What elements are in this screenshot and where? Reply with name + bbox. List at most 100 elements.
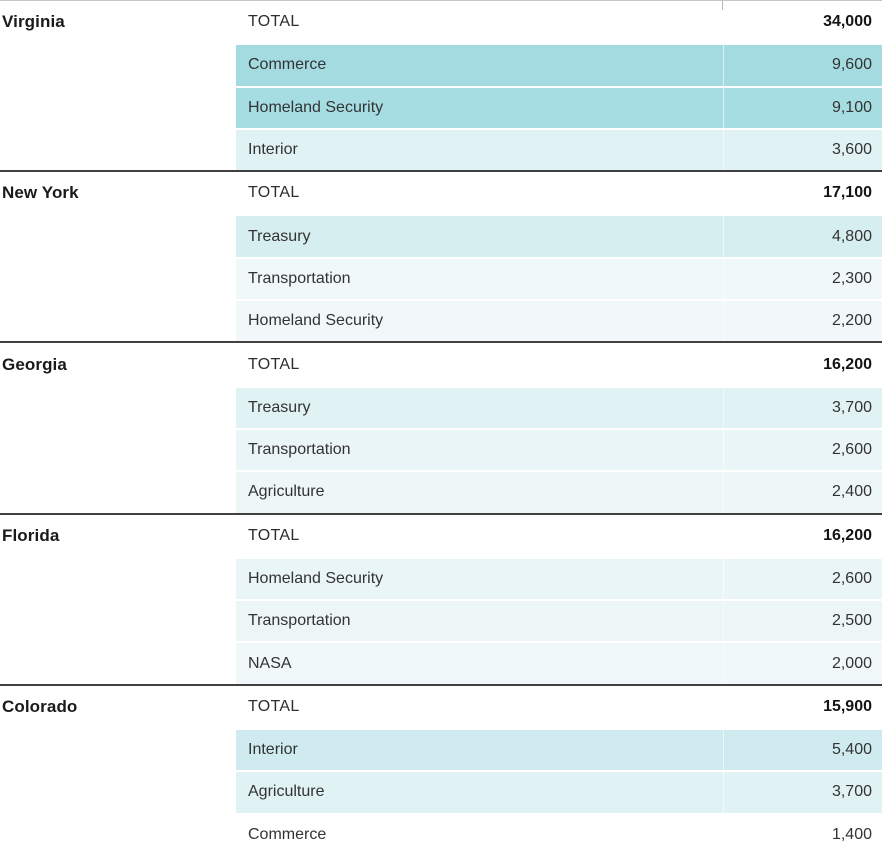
department-shade: Interior 3,600	[236, 127, 882, 171]
department-value: 3,600	[723, 129, 882, 171]
state-spacer	[0, 214, 236, 256]
department-name: Agriculture	[248, 483, 325, 501]
department-shade: Treasury 4,800	[236, 214, 882, 257]
department-shade: Homeland Security 9,100	[236, 85, 882, 128]
department-shade: Agriculture 2,400	[236, 470, 882, 513]
state-spacer	[0, 386, 236, 428]
total-value: 16,200	[823, 526, 872, 544]
state-name: Georgia	[2, 354, 67, 374]
department-row: Homeland Security 2,200	[0, 299, 882, 342]
department-value: 2,600	[723, 429, 882, 471]
department-name: Agriculture	[248, 783, 325, 801]
department-shade: Homeland Security 2,600	[236, 556, 882, 600]
state-spacer	[0, 728, 236, 770]
state-spacer	[0, 86, 236, 128]
department-value: 9,100	[723, 87, 882, 128]
state-name: New York	[2, 183, 79, 203]
state-spacer	[0, 770, 236, 812]
state-spacer	[0, 128, 236, 170]
total-row: Florida TOTAL 16,200	[0, 515, 882, 557]
total-label: TOTAL	[248, 697, 300, 715]
department-shade: Commerce 9,600	[236, 43, 882, 86]
department-value: 2,300	[723, 258, 882, 300]
department-row: Commerce 1,400	[0, 812, 882, 844]
department-name: Homeland Security	[248, 570, 384, 587]
department-row: Transportation 2,300	[0, 256, 882, 300]
department-value: 2,400	[723, 472, 882, 513]
department-shade: Homeland Security 2,200	[236, 299, 882, 342]
state-spacer	[0, 557, 236, 599]
department-value: 3,700	[723, 772, 882, 813]
department-value: 1,400	[723, 814, 882, 844]
department-name: Commerce	[248, 825, 327, 843]
department-row: Treasury 3,700	[0, 385, 882, 428]
department-value: 4,800	[723, 216, 882, 257]
total-value: 16,200	[823, 355, 872, 373]
department-value: 2,500	[723, 601, 882, 642]
department-value: 3,700	[723, 387, 882, 428]
department-value: 2,000	[723, 643, 882, 684]
total-row: Georgia TOTAL 16,200	[0, 343, 882, 385]
department-value: 9,600	[723, 45, 882, 86]
total-row: New York TOTAL 17,100	[0, 172, 882, 214]
total-value: 15,900	[823, 697, 872, 715]
department-name: Transportation	[248, 612, 351, 630]
department-shade: Interior 5,400	[236, 728, 882, 771]
department-row: Agriculture 2,400	[0, 470, 882, 513]
total-shade: TOTAL 17,100	[236, 172, 882, 214]
department-row: Agriculture 3,700	[0, 770, 882, 813]
state-spacer	[0, 599, 236, 641]
state-group-colorado: Colorado TOTAL 15,900 Interior 5,400 Agr…	[0, 683, 882, 844]
state-spacer	[0, 43, 236, 85]
state-name: Colorado	[2, 696, 78, 716]
total-label: TOTAL	[248, 526, 300, 544]
state-group-florida: Florida TOTAL 16,200 Homeland Security 2…	[0, 512, 882, 684]
department-shade: Transportation 2,600	[236, 427, 882, 471]
department-name: Interior	[248, 141, 298, 159]
department-row: Interior 3,600	[0, 127, 882, 171]
department-value: 5,400	[723, 730, 882, 771]
department-shade: Agriculture 3,700	[236, 770, 882, 813]
state-name: Florida	[2, 525, 60, 545]
department-row: Homeland Security 9,100	[0, 85, 882, 128]
department-shade: Treasury 3,700	[236, 385, 882, 428]
department-value: 2,600	[723, 558, 882, 600]
department-name: NASA	[248, 654, 292, 672]
department-name: Transportation	[248, 269, 351, 287]
department-shade: Transportation 2,300	[236, 256, 882, 300]
department-row: Homeland Security 2,600	[0, 556, 882, 600]
total-label: TOTAL	[248, 13, 300, 31]
department-name: Commerce	[248, 56, 327, 74]
department-name: Transportation	[248, 441, 351, 459]
total-shade: TOTAL 34,000	[236, 1, 882, 43]
department-name: Homeland Security	[248, 98, 384, 116]
department-row: NASA 2,000	[0, 641, 882, 684]
state-spacer	[0, 813, 236, 844]
state-spacer	[0, 299, 236, 341]
total-label: TOTAL	[248, 355, 300, 373]
department-name: Homeland Security	[248, 312, 384, 330]
state-spacer	[0, 428, 236, 470]
state-group-virginia: Virginia TOTAL 34,000 Commerce 9,600 Hom…	[0, 1, 882, 171]
total-row: Colorado TOTAL 15,900	[0, 686, 882, 728]
department-row: Interior 5,400	[0, 728, 882, 771]
total-value: 34,000	[823, 13, 872, 31]
state-spacer	[0, 641, 236, 683]
state-group-new-york: New York TOTAL 17,100 Treasury 4,800 Tra…	[0, 170, 882, 342]
total-label: TOTAL	[248, 184, 300, 202]
department-name: Treasury	[248, 398, 311, 416]
column-divider-tick	[722, 1, 723, 10]
total-shade: TOTAL 16,200	[236, 515, 882, 557]
department-value: 2,200	[723, 301, 882, 342]
state-spacer	[0, 470, 236, 512]
department-shade: Transportation 2,500	[236, 599, 882, 642]
department-row: Transportation 2,600	[0, 427, 882, 471]
department-row: Treasury 4,800	[0, 214, 882, 257]
total-shade: TOTAL 15,900	[236, 686, 882, 728]
state-group-georgia: Georgia TOTAL 16,200 Treasury 3,700 Tran…	[0, 341, 882, 513]
total-value: 17,100	[823, 184, 872, 202]
department-row: Commerce 9,600	[0, 43, 882, 86]
department-shade: NASA 2,000	[236, 641, 882, 684]
total-shade: TOTAL 16,200	[236, 343, 882, 385]
